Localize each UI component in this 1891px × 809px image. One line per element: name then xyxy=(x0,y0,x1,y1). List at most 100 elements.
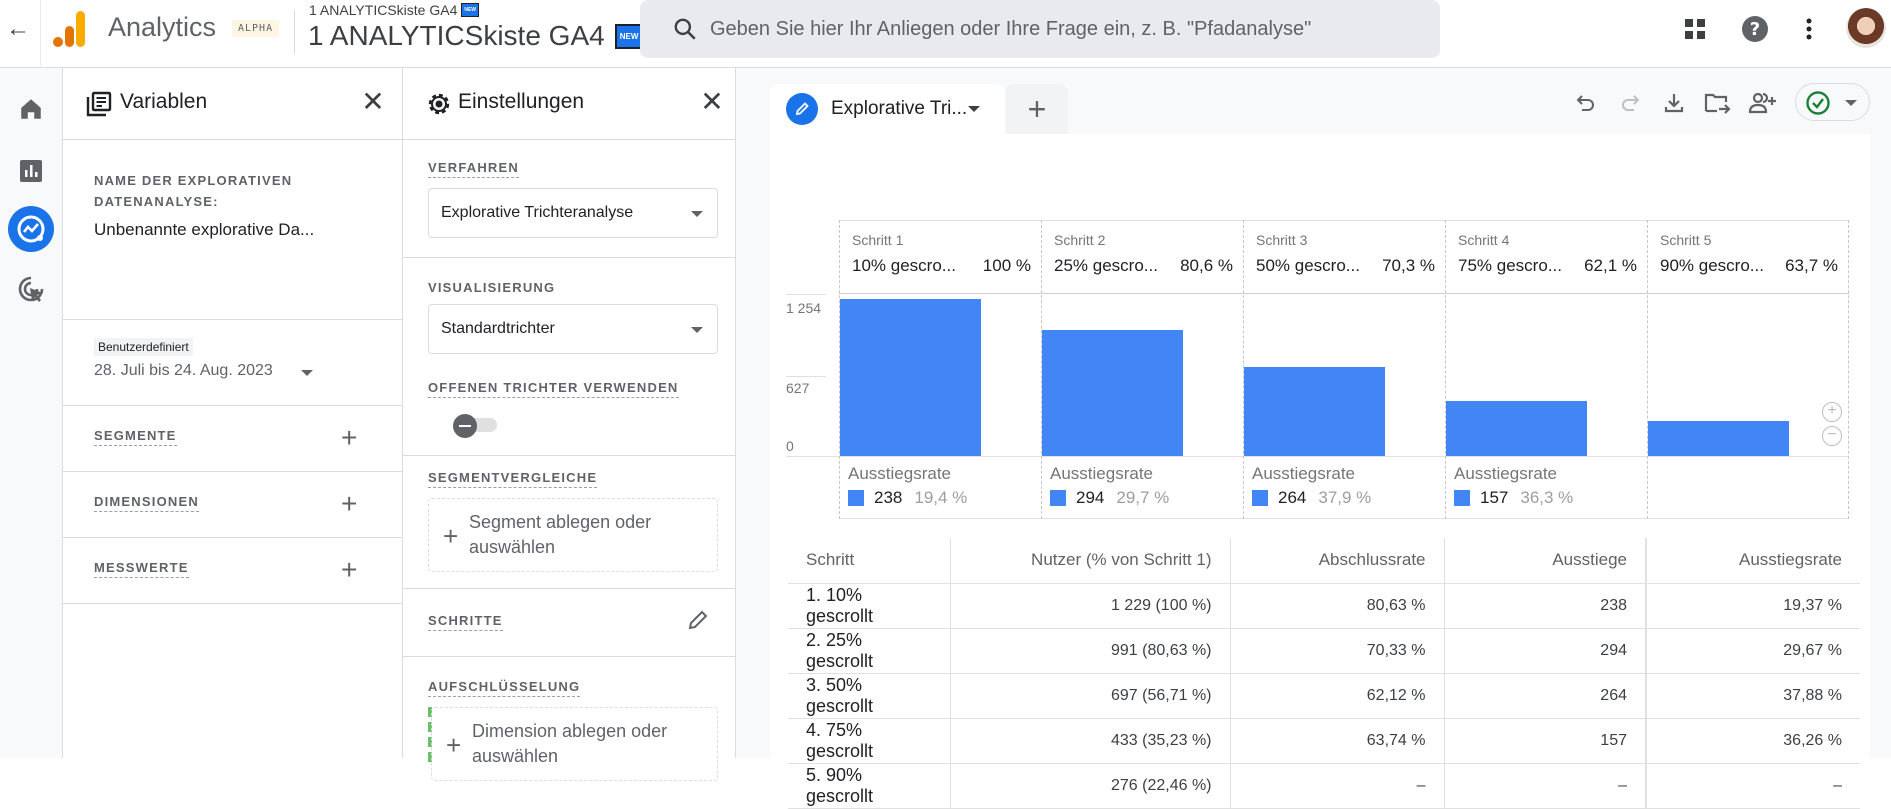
app-name: Analytics xyxy=(108,12,217,42)
dimension-dropzone[interactable]: + Dimension ablegen oder auswählen xyxy=(431,707,718,781)
home-icon xyxy=(21,99,41,119)
column-header[interactable]: Schritt xyxy=(788,538,950,584)
rail-advertising[interactable] xyxy=(8,266,54,312)
zoom-in-icon[interactable]: + xyxy=(1822,402,1842,422)
funnel-bar[interactable] xyxy=(1042,330,1183,456)
open-funnel-label: OFFENEN TRICHTER VERWENDEN xyxy=(428,380,679,398)
add-metric-icon[interactable]: + xyxy=(341,554,358,585)
funnel-bar[interactable] xyxy=(1446,401,1587,456)
exploration-name-label: NAME DER EXPLORATIVEN DATENANALYSE: xyxy=(94,173,293,209)
add-dimension-icon[interactable]: + xyxy=(341,488,358,519)
y-tick: 1 254 xyxy=(786,300,822,316)
chevron-down-icon xyxy=(691,211,703,217)
exploration-name-value[interactable]: Unbenannte explorative Da... xyxy=(94,220,315,239)
divider xyxy=(294,10,295,54)
add-tab-button[interactable]: + xyxy=(1006,84,1068,134)
funnel-bar[interactable] xyxy=(1244,367,1385,456)
breakdown-section: AUFSCHLÜSSELUNG + Dimension ablegen oder… xyxy=(403,657,735,781)
analytics-logo-icon[interactable] xyxy=(52,10,86,48)
account-name[interactable]: 1 ANALYTICSkiste GA4 NEW xyxy=(309,2,480,18)
segment-compare-label: SEGMENTVERGLEICHE xyxy=(428,470,598,488)
table-row: 1. 10% gescrollt 1 229 (100 %) 80,63 % 2… xyxy=(788,583,1860,629)
rail-reports[interactable] xyxy=(8,148,54,194)
plus-icon: + xyxy=(446,730,462,760)
column-header[interactable]: Ausstiege xyxy=(1443,538,1646,584)
status-check-icon xyxy=(1806,91,1830,115)
chevron-down-icon[interactable] xyxy=(968,106,980,112)
panel-title: Variablen xyxy=(120,90,208,113)
search-input[interactable] xyxy=(710,17,1410,41)
add-segment-icon[interactable]: + xyxy=(341,422,358,453)
column-header[interactable]: Ausstiegsrate xyxy=(1645,538,1860,584)
dropoff-values: 238 19,4 % xyxy=(848,488,967,508)
dropoff-values: 264 37,9 % xyxy=(1252,488,1371,508)
variables-header: Variablen ✕ xyxy=(63,68,402,140)
status-menu[interactable] xyxy=(1795,83,1870,121)
technique-label: VERFAHREN xyxy=(428,160,519,178)
funnel-step[interactable]: Schritt 5 90% gescro... 63,7 % xyxy=(1647,220,1849,519)
funnel-step[interactable]: Schritt 1 10% gescro... 100 % Ausstiegsr… xyxy=(839,220,1041,519)
technique-section: VERFAHREN Explorative Trichteranalyse xyxy=(403,140,735,258)
main-canvas: Explorative Tri... + 1 254 627 0 Schritt… xyxy=(736,68,1891,809)
explore-icon xyxy=(17,215,45,243)
segment-compare-section: SEGMENTVERGLEICHE + Segment ablegen oder… xyxy=(403,456,735,589)
alpha-badge: ALPHA xyxy=(232,20,280,37)
segments-section: SEGMENTE + xyxy=(63,406,402,472)
segments-label: SEGMENTE xyxy=(94,428,177,446)
segment-dropzone[interactable]: + Segment ablegen oder auswählen xyxy=(428,498,718,572)
open-funnel-toggle[interactable] xyxy=(453,414,499,438)
close-icon[interactable]: ✕ xyxy=(361,86,385,117)
funnel-card: 1 254 627 0 Schritt 1 10% gescro... 100 … xyxy=(770,134,1870,809)
date-range-section[interactable]: Benutzerdefiniert 28. Juli bis 24. Aug. … xyxy=(63,320,402,406)
steps-section: SCHRITTE xyxy=(403,589,735,657)
new-badge: NEW xyxy=(614,23,644,49)
table-header-row: Schritt Nutzer (% von Schritt 1) Abschlu… xyxy=(788,538,1860,584)
chevron-down-icon xyxy=(691,327,703,333)
funnel-bar[interactable] xyxy=(840,299,981,456)
chevron-down-icon[interactable] xyxy=(301,370,313,376)
property-selector[interactable]: 1 ANALYTICSkiste GA4 NEW xyxy=(308,20,644,52)
funnel-step[interactable]: Schritt 4 75% gescro... 62,1 % Ausstiegs… xyxy=(1445,220,1647,519)
table-row: 2. 25% gescrollt 991 (80,63 %) 70,33 % 2… xyxy=(788,628,1860,674)
download-icon[interactable] xyxy=(1657,86,1691,120)
move-to-folder-icon[interactable] xyxy=(1701,86,1735,120)
apps-grid-icon[interactable] xyxy=(1680,14,1710,44)
search-bar[interactable] xyxy=(640,0,1440,58)
steps-label: SCHRITTE xyxy=(428,613,503,631)
column-header[interactable]: Nutzer (% von Schritt 1) xyxy=(949,538,1230,584)
rail-explore[interactable] xyxy=(8,206,54,252)
edit-pencil-icon[interactable] xyxy=(687,609,709,631)
rail-home[interactable] xyxy=(8,86,54,132)
help-icon[interactable]: ? xyxy=(1740,14,1770,44)
more-vert-icon[interactable] xyxy=(1794,14,1824,44)
technique-select[interactable]: Explorative Trichteranalyse xyxy=(428,188,718,238)
variables-panel: Variablen ✕ NAME DER EXPLORATIVEN DATENA… xyxy=(63,68,403,758)
redo-icon[interactable] xyxy=(1613,86,1647,120)
visualization-select[interactable]: Standardtrichter xyxy=(428,304,718,354)
plus-icon: + xyxy=(443,521,459,551)
avatar[interactable] xyxy=(1846,8,1886,48)
table-row: 4. 75% gescrollt 433 (35,23 %) 63,74 % 1… xyxy=(788,718,1860,764)
tab-exploration[interactable]: Explorative Tri... xyxy=(770,84,1005,134)
table-row: 3. 50% gescrollt 697 (56,71 %) 62,12 % 2… xyxy=(788,673,1860,719)
metrics-section: MESSWERTE + xyxy=(63,538,402,604)
close-icon[interactable]: ✕ xyxy=(700,86,724,117)
funnel-table: Schritt Nutzer (% von Schritt 1) Abschlu… xyxy=(788,538,1860,809)
funnel-bar[interactable] xyxy=(1648,421,1789,456)
funnel-step[interactable]: Schritt 3 50% gescro... 70,3 % Ausstiegs… xyxy=(1243,220,1445,519)
dropoff-values: 157 36,3 % xyxy=(1454,488,1573,508)
chevron-down-icon xyxy=(1845,100,1857,106)
metrics-label: MESSWERTE xyxy=(94,560,189,578)
target-cursor-icon xyxy=(18,276,44,302)
funnel-step[interactable]: Schritt 2 25% gescro... 80,6 % Ausstiegs… xyxy=(1041,220,1243,519)
dimensions-label: DIMENSIONEN xyxy=(94,494,199,512)
date-preset-chip: Benutzerdefiniert xyxy=(94,338,193,356)
zoom-out-icon[interactable]: − xyxy=(1822,426,1842,446)
undo-icon[interactable] xyxy=(1569,86,1603,120)
exploration-name-section: NAME DER EXPLORATIVEN DATENANALYSE: Unbe… xyxy=(63,140,402,320)
back-arrow-icon[interactable]: ← xyxy=(6,15,30,42)
edit-pencil-icon xyxy=(786,93,818,125)
column-header[interactable]: Abschlussrate xyxy=(1229,538,1444,584)
drop-indicator xyxy=(428,707,432,767)
share-user-icon[interactable] xyxy=(1746,86,1780,120)
